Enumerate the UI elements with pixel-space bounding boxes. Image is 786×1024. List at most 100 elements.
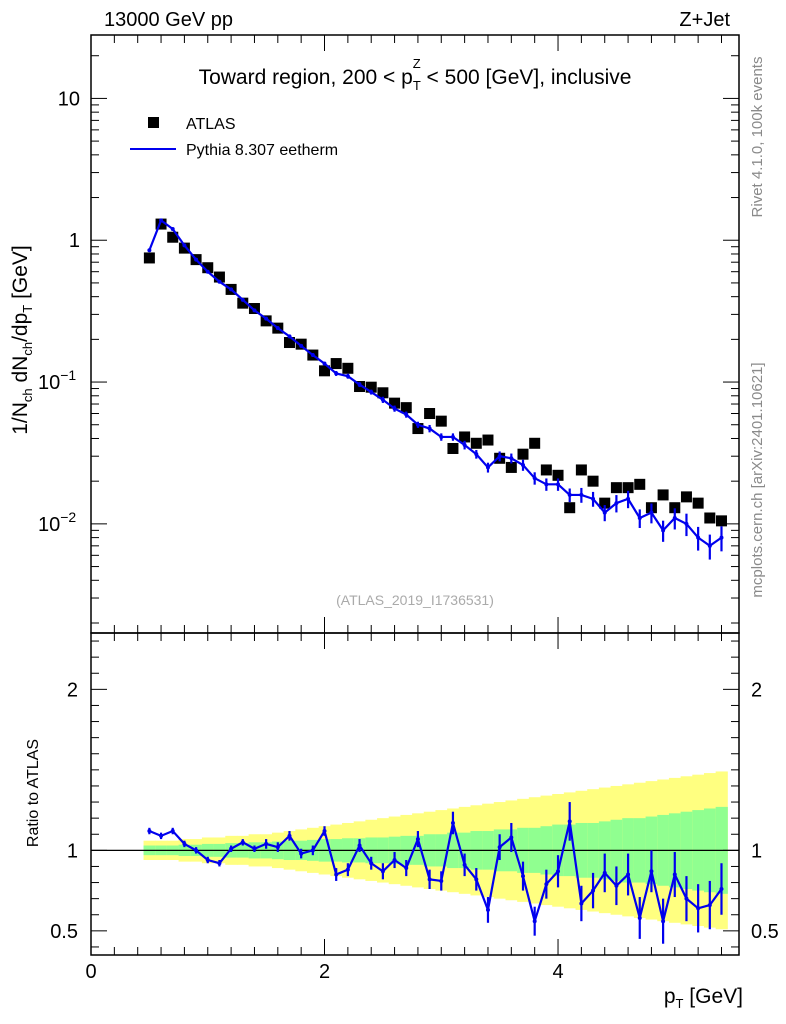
x-tick-label: 4 [552,961,563,983]
ratio-point [707,903,712,908]
ratio-point [322,829,327,834]
ratio-data-layer [91,802,739,944]
pythia-point [509,456,514,461]
x-tick-labels: 0 2 4 [85,961,563,983]
pythia-point [532,476,537,481]
atlas-data-point [319,365,331,377]
ratio-point [427,877,432,882]
pythia-point [684,521,689,526]
legend-atlas-marker [148,117,159,128]
atlas-data-point [680,491,692,503]
atlas-data-point [564,502,576,514]
atlas-data-point [657,489,669,501]
pythia-point [591,496,596,501]
pythia-point [194,257,199,262]
pythia-point [404,412,409,417]
atlas-data-point [400,402,412,414]
ratio-y-tick-label-left: 0.5 [50,921,78,943]
ratio-point [485,907,490,912]
atlas-data-point [447,442,459,454]
atlas-data-point [692,497,704,509]
y-tick-label: 10 [58,88,80,110]
pythia-point [579,492,584,497]
pythia-point [672,515,677,520]
ratio-point [182,841,187,846]
atlas-data-point [715,515,727,527]
ratio-point [217,861,222,866]
ratio-point [240,840,245,845]
atlas-data-point [435,415,447,427]
ratio-point [614,883,619,888]
ratio-point [474,877,479,882]
pythia-curve [148,218,723,548]
atlas-data-point [143,252,155,264]
process-label: Z+Jet [679,9,730,31]
ratio-point [159,833,164,838]
ratio-y-tick-label-right: 0.5 [751,921,779,943]
main-y-axis-label: 1/Nch dNch/dpT [GeV] [9,245,35,435]
pythia-point [287,334,292,339]
pythia-point [240,297,245,302]
atlas-data-point [529,437,541,449]
pythia-point [182,243,187,248]
pythia-point [334,371,339,376]
atlas-data-point [389,397,401,409]
ratio-point [649,869,654,874]
pythia-point [252,308,257,313]
y-tick-label: 1 [69,230,80,252]
ratio-y-axis-label: Ratio to ATLAS [25,739,42,847]
pythia-point [661,528,666,533]
pythia-point [719,535,724,540]
mcplots-reference-label: mcplots.cern.ch [arXiv:2401.10621] [749,362,766,597]
pythia-point [544,482,549,487]
atlas-data-point [412,423,424,435]
ratio-point [194,848,199,853]
pythia-point [147,248,152,253]
pythia-point [159,218,164,223]
pythia-point [322,361,327,366]
ratio-point [567,819,572,824]
y-tick-label: 10−1 [38,367,76,394]
pythia-point [637,515,642,520]
pythia-point [275,326,280,331]
ratio-plot-panel: 0.5 0.5 1 1 2 2 0 2 4 Ratio to ATLAS pT [GeV] [25,632,779,1011]
pythia-point [170,227,175,232]
plot-title: Toward region, 200 < pTZ < 500 [GeV], in… [199,56,632,93]
atlas-data-point [622,482,634,494]
ratio-point [415,837,420,842]
energy-label: 13000 GeV pp [104,9,233,31]
main-axis-ticks [90,35,739,633]
pythia-point [521,463,525,468]
ratio-point [696,906,701,911]
ratio-point [147,829,152,834]
ratio-point [684,896,689,901]
ratio-y-tick-labels: 0.5 0.5 1 1 2 2 [50,679,779,943]
ratio-point [392,858,397,863]
ratio-point [497,845,502,850]
ratio-point [439,878,444,883]
legend: ATLAS Pythia 8.307 eetherm [130,116,338,159]
atlas-data-point [213,271,225,283]
ratio-point [334,872,339,877]
ratio-y-tick-label-right: 2 [751,679,762,701]
ratio-point [275,845,280,850]
atlas-data-point [587,475,599,487]
atlas-data-point [330,358,342,370]
pythia-point [497,454,502,459]
pythia-point [264,316,269,321]
pythia-point [205,269,210,274]
pythia-point [485,465,490,470]
pythia-point [357,382,362,387]
ratio-point [345,867,350,872]
atlas-data-point [342,362,354,374]
ratio-point [229,846,234,851]
ratio-point [591,888,596,893]
y-tick-label: 10−2 [38,509,76,536]
pythia-point [217,279,222,284]
pythia-point [626,496,631,501]
x-tick-label: 2 [319,961,330,983]
pythia-point [392,406,397,411]
pythia-point [556,482,561,487]
atlas-data-point [704,512,716,524]
